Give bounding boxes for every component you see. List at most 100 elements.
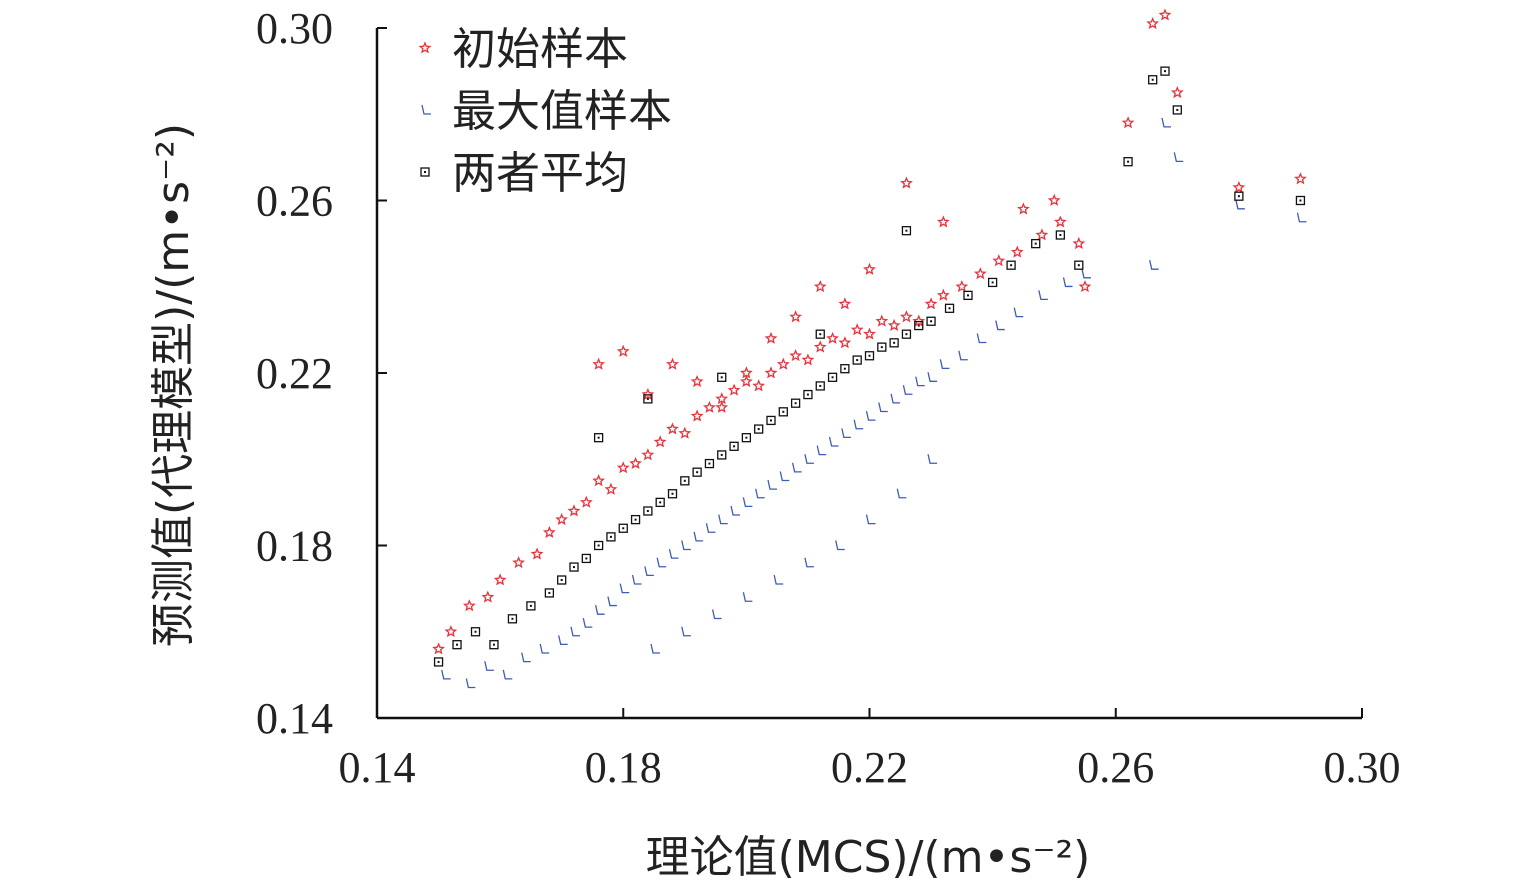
- data-point: [863, 327, 876, 340]
- data-point: [432, 642, 445, 655]
- legend-item: 两者平均: [420, 148, 628, 199]
- data-point: [852, 355, 862, 365]
- data-point: [915, 376, 925, 387]
- x-tick-label: 0.18: [585, 743, 662, 792]
- data-point: [581, 553, 591, 564]
- data-point: [739, 374, 753, 388]
- data-point: [875, 314, 889, 327]
- data-point: [887, 318, 901, 331]
- data-point: [927, 372, 938, 382]
- data-point: [767, 479, 777, 490]
- data-point: [704, 458, 715, 469]
- data-point: [619, 583, 630, 594]
- data-point: [681, 626, 691, 637]
- data-point: [462, 599, 476, 612]
- data-point: [1295, 195, 1306, 206]
- data-point: [592, 357, 606, 370]
- axis-ticks: 0.14 0.18 0.22 0.26 0.30 0.14 0.18 0.22 0.26 0.30: [256, 4, 1401, 792]
- legend-marker-star-icon: [418, 41, 432, 54]
- data-point: [650, 643, 661, 654]
- data-point: [641, 448, 655, 461]
- data-point: [813, 340, 827, 353]
- data-point: [1149, 260, 1159, 270]
- data-point: [1158, 8, 1172, 21]
- data-point: [779, 471, 790, 482]
- x-tick-label: 0.30: [1324, 743, 1401, 792]
- data-point: [1123, 157, 1133, 167]
- data-point: [452, 640, 462, 650]
- data-point: [828, 436, 839, 447]
- data-point: [939, 359, 950, 370]
- data-point: [489, 640, 499, 650]
- data-point: [666, 422, 679, 435]
- data-point: [791, 462, 802, 473]
- data-point: [1172, 105, 1182, 115]
- data-point: [1234, 191, 1244, 201]
- data-point: [1038, 290, 1048, 301]
- data-point: [864, 351, 875, 361]
- legend-item: 初始样本: [418, 24, 628, 75]
- data-point: [680, 476, 690, 486]
- data-point: [1031, 238, 1041, 249]
- data-point: [764, 331, 778, 344]
- data-point: [1121, 116, 1135, 129]
- data-point: [926, 316, 936, 326]
- data-point: [840, 364, 850, 374]
- legend-label: 初始样本: [452, 24, 628, 75]
- data-point: [739, 366, 753, 379]
- data-point: [789, 349, 803, 362]
- data-point: [973, 267, 987, 280]
- data-point: [889, 338, 899, 348]
- data-point: [1173, 152, 1184, 163]
- data-point: [1161, 117, 1171, 128]
- y-tick-label: 0.14: [256, 694, 333, 743]
- plot-area: 0.14 0.18 0.22 0.26 0.30 0.14 0.18 0.22 0.26 0.30: [256, 4, 1401, 792]
- data-point: [644, 566, 654, 577]
- data-point: [656, 557, 667, 568]
- data-point: [863, 262, 876, 275]
- data-point: [653, 435, 667, 448]
- x-tick-label: 0.22: [831, 743, 908, 792]
- data-point: [827, 372, 838, 382]
- data-point: [493, 573, 507, 586]
- data-point: [526, 601, 536, 611]
- data-point: [754, 424, 764, 434]
- data-point: [507, 614, 518, 624]
- data-point: [727, 383, 741, 396]
- data-point: [1170, 85, 1184, 99]
- data-point: [804, 557, 814, 568]
- data-point: [530, 547, 544, 560]
- data-point: [902, 385, 913, 395]
- data-point: [878, 402, 888, 413]
- data-point: [444, 625, 458, 638]
- data-point: [465, 678, 476, 689]
- y-tick-label: 0.26: [256, 177, 333, 226]
- data-point: [630, 514, 641, 525]
- data-point: [764, 366, 778, 379]
- data-point: [752, 379, 766, 392]
- data-point: [470, 627, 481, 637]
- data-point: [901, 329, 912, 339]
- data-point: [803, 389, 813, 400]
- data-point: [1047, 193, 1061, 206]
- data-point: [433, 657, 444, 667]
- data-point: [715, 400, 729, 413]
- data-point: [570, 626, 580, 637]
- data-point: [521, 652, 531, 663]
- data-point: [705, 523, 716, 533]
- data-point: [1078, 280, 1092, 293]
- y-tick-label: 0.22: [256, 349, 333, 398]
- data-point: [900, 310, 913, 323]
- legend-item: 最大值样本: [421, 86, 672, 137]
- data-point: [643, 394, 653, 404]
- data-point: [668, 548, 679, 559]
- data-point: [1006, 260, 1016, 270]
- legend-label: 最大值样本: [452, 86, 672, 137]
- data-point: [1296, 212, 1307, 223]
- data-point: [1062, 277, 1073, 288]
- data-point: [631, 574, 642, 585]
- data-point: [1160, 66, 1170, 76]
- data-point: [512, 556, 525, 569]
- data-point: [890, 393, 901, 404]
